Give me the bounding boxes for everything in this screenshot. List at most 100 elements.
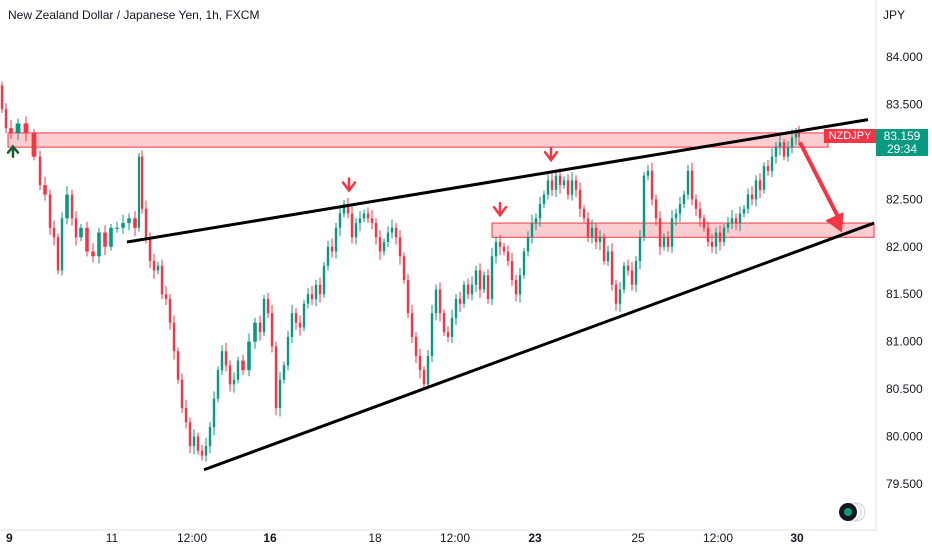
candle-body xyxy=(582,208,586,219)
candle-body xyxy=(534,218,538,224)
candle-body xyxy=(60,218,64,271)
candle-body xyxy=(366,213,370,219)
candle-body xyxy=(406,279,410,314)
candle-body xyxy=(180,379,184,409)
candle-body xyxy=(133,218,137,228)
candle-body xyxy=(216,370,220,399)
candle-body xyxy=(97,232,101,257)
candle-body xyxy=(236,360,240,380)
candle-body xyxy=(426,355,430,385)
candle-body xyxy=(602,237,606,262)
candle-body xyxy=(546,180,550,195)
candle-body xyxy=(474,270,478,285)
candle-body xyxy=(38,156,42,186)
candle-body xyxy=(606,251,610,262)
candle-body xyxy=(342,204,346,214)
x-tick-label: 12:00 xyxy=(440,531,470,545)
candle-body xyxy=(70,194,74,219)
candle-body xyxy=(446,332,450,337)
candle-body xyxy=(626,265,630,271)
candle-body xyxy=(630,270,634,285)
tradingview-logo-icon[interactable] xyxy=(838,502,870,522)
candle-body xyxy=(148,237,152,262)
candle-body xyxy=(574,180,578,190)
candle-body xyxy=(192,436,196,447)
candle-body xyxy=(4,109,8,129)
candle-body xyxy=(430,313,434,356)
candle-body xyxy=(478,270,482,290)
candle-body xyxy=(302,303,306,328)
candle-body xyxy=(266,298,270,314)
y-tick-label: 81.500 xyxy=(886,287,923,301)
candle-body xyxy=(658,218,662,247)
candle-body xyxy=(702,218,706,228)
symbol-tag: NZDJPY xyxy=(824,129,876,143)
candle-body xyxy=(224,351,228,366)
candle-body xyxy=(554,175,558,190)
candle-body xyxy=(654,199,658,219)
candle-body xyxy=(470,284,474,295)
candle-body xyxy=(31,132,37,157)
candle-body xyxy=(156,265,160,271)
candle-body xyxy=(204,446,208,456)
candle-body xyxy=(594,227,598,243)
candle-body xyxy=(322,265,326,295)
candle-body xyxy=(722,227,726,243)
candle-body xyxy=(778,142,782,148)
candle-body xyxy=(438,289,442,314)
candle-body xyxy=(766,166,770,171)
candle-body xyxy=(354,223,358,238)
candle-body xyxy=(750,194,754,200)
candle-body xyxy=(208,427,212,447)
candle-body xyxy=(258,322,262,333)
candle-body xyxy=(414,336,418,356)
candle-body xyxy=(690,170,694,200)
candle-body xyxy=(188,422,192,447)
candle-body xyxy=(526,237,530,252)
candle-body xyxy=(168,298,172,323)
candle-body xyxy=(682,194,686,205)
candle-body xyxy=(410,313,414,337)
x-tick-label: 18 xyxy=(368,531,382,545)
candle-body xyxy=(670,218,674,247)
candle-body xyxy=(666,237,670,247)
down-arrow-marker-icon xyxy=(341,177,357,193)
x-tick-label: 12:00 xyxy=(703,531,733,545)
candle-body xyxy=(754,180,758,200)
candle-body xyxy=(542,194,546,205)
candle-body xyxy=(184,408,188,423)
candle-body xyxy=(127,218,131,224)
candle-body xyxy=(650,170,654,200)
candle-body xyxy=(241,360,245,371)
candle-body xyxy=(294,313,298,323)
candle-body xyxy=(310,294,314,299)
candle-body xyxy=(450,317,454,337)
candle-body xyxy=(550,180,554,190)
candle-body xyxy=(382,242,386,252)
candle-body xyxy=(358,218,362,224)
candle-body xyxy=(486,275,490,299)
candle-body xyxy=(558,175,562,186)
candle-body xyxy=(228,365,232,385)
candle-body xyxy=(578,189,582,209)
candle-body xyxy=(718,232,722,243)
candle-body xyxy=(220,351,224,371)
candle-body xyxy=(434,289,438,314)
candle-body xyxy=(638,237,642,262)
candle-body xyxy=(386,232,390,243)
candle-body xyxy=(742,208,746,214)
projection-arrow-line xyxy=(798,141,844,226)
candle-body xyxy=(678,204,682,214)
candle-body xyxy=(298,322,302,328)
candle-body xyxy=(462,284,466,304)
candle-body xyxy=(714,232,718,247)
candle-body xyxy=(286,336,290,366)
candle-body xyxy=(674,213,678,219)
candle-body xyxy=(490,256,494,299)
candle-body xyxy=(334,227,338,252)
candle-body xyxy=(482,275,486,290)
candle-body xyxy=(746,194,750,209)
y-tick-label: 82.000 xyxy=(886,240,923,254)
candle-body xyxy=(91,251,95,257)
